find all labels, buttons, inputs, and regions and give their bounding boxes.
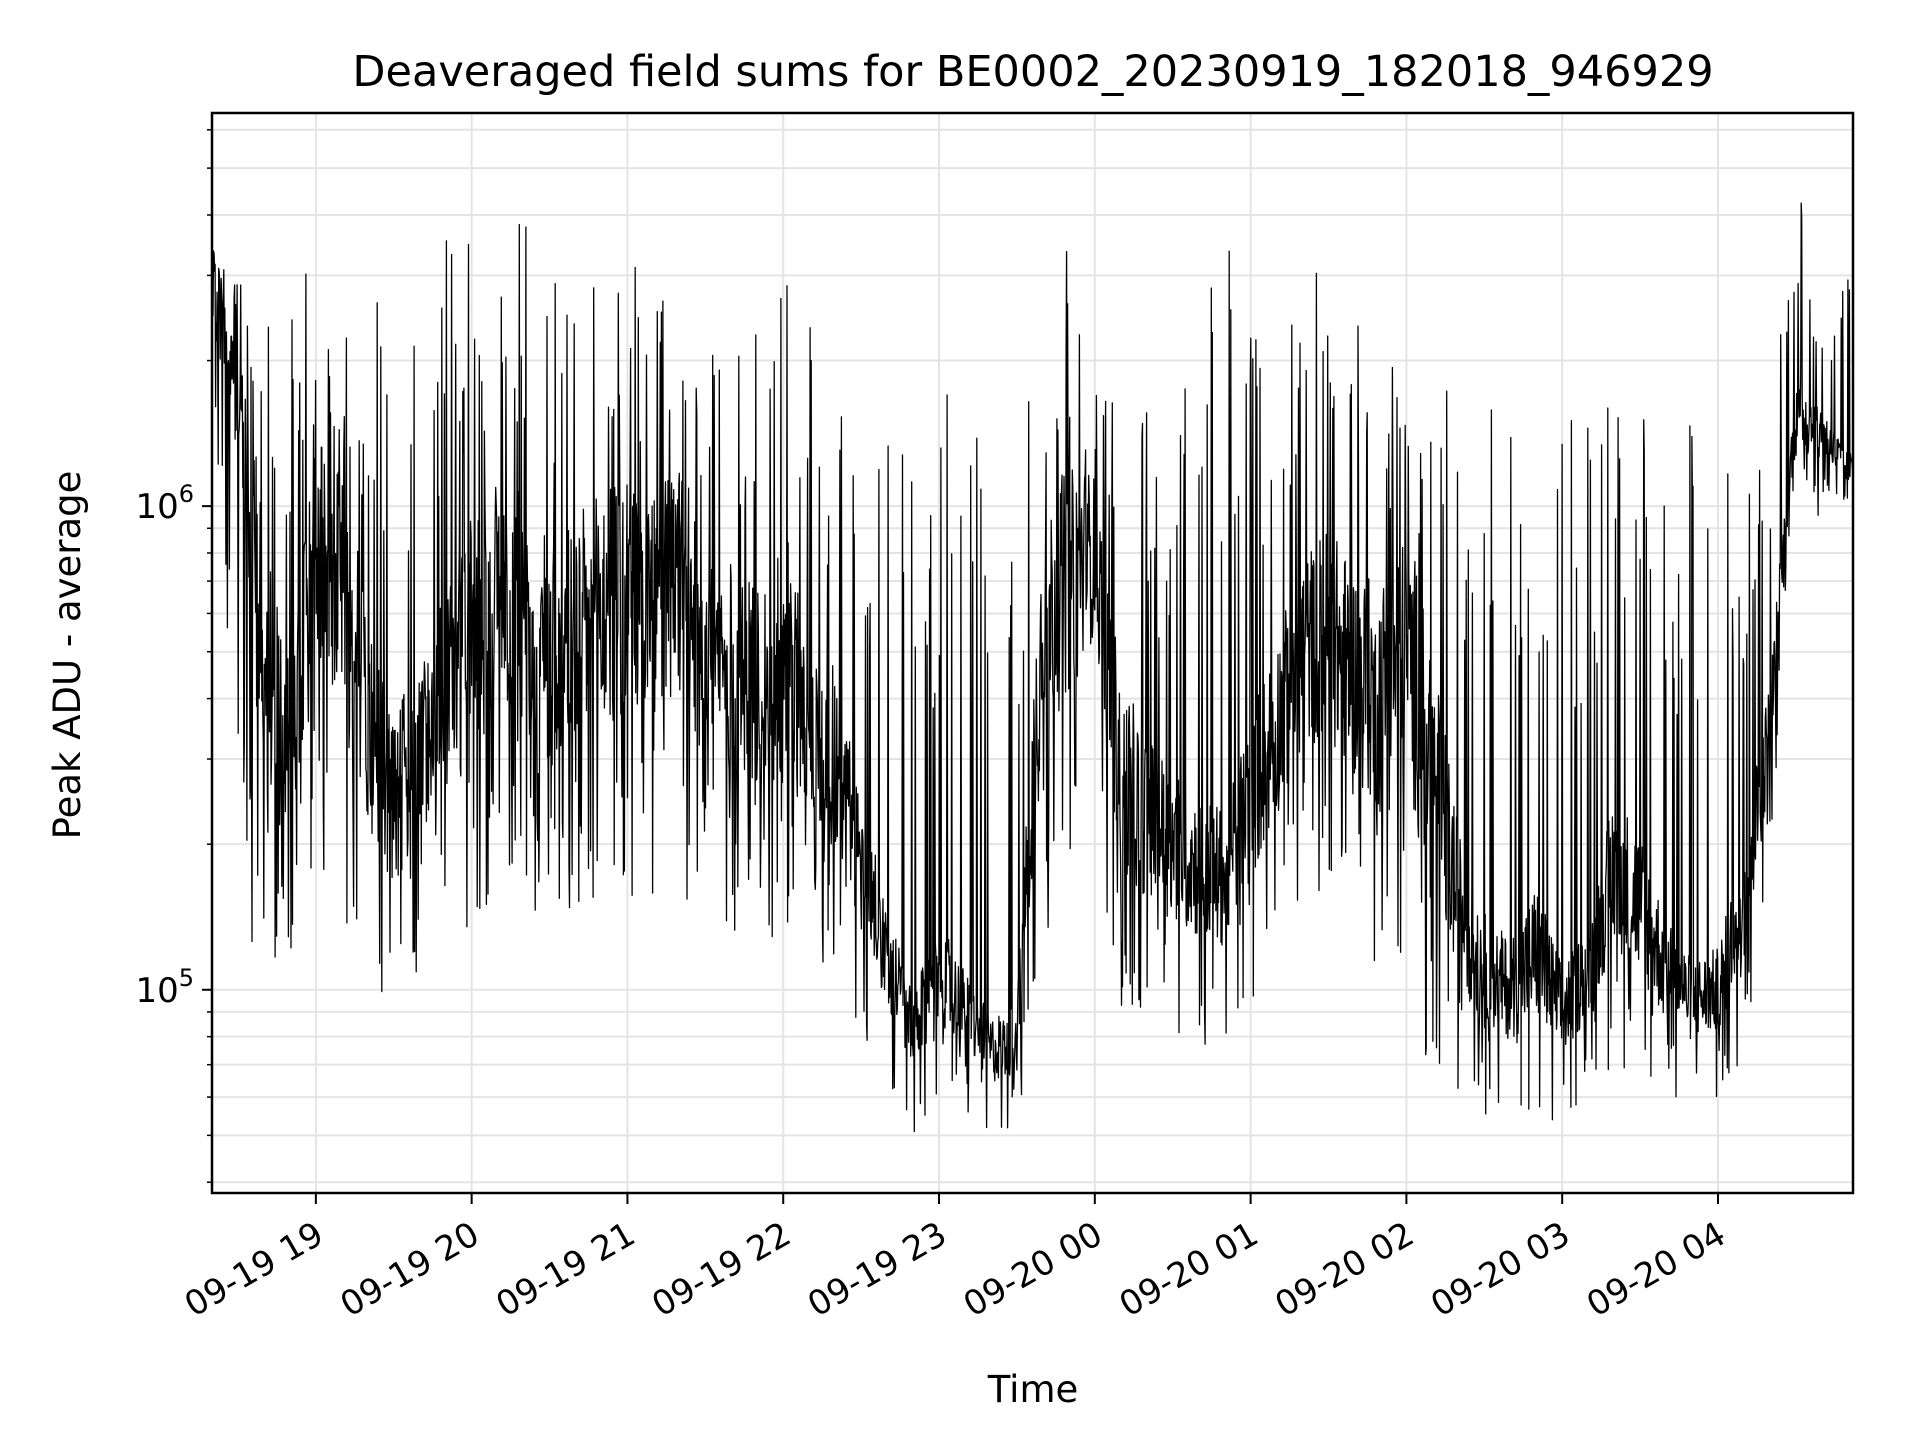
x-tick-label: 09-19 20 — [334, 1214, 486, 1325]
x-tick-label: 09-20 04 — [1580, 1214, 1732, 1325]
plot-frame — [210, 111, 1855, 1195]
x-axis-label: Time — [987, 1368, 1079, 1411]
y-tick-label: 105 — [135, 964, 194, 1011]
chart-title: Deaveraged field sums for BE0002_2023091… — [352, 47, 1713, 97]
x-tick-label: 09-20 03 — [1424, 1214, 1576, 1325]
x-tick-label: 09-20 01 — [1113, 1214, 1265, 1325]
x-tick-label: 09-19 19 — [178, 1214, 330, 1325]
x-tick-label: 09-19 22 — [645, 1214, 797, 1325]
y-axis-label: Peak ADU - average — [46, 471, 89, 840]
series-line — [211, 202, 1854, 1133]
x-tick-label: 09-19 23 — [801, 1214, 953, 1325]
x-tick-label: 09-20 02 — [1269, 1214, 1421, 1325]
x-tick-label: 09-19 21 — [490, 1214, 642, 1325]
x-tick-label: 09-20 00 — [957, 1214, 1109, 1325]
series-layer — [211, 202, 1854, 1133]
y-tick-label: 106 — [135, 480, 194, 527]
